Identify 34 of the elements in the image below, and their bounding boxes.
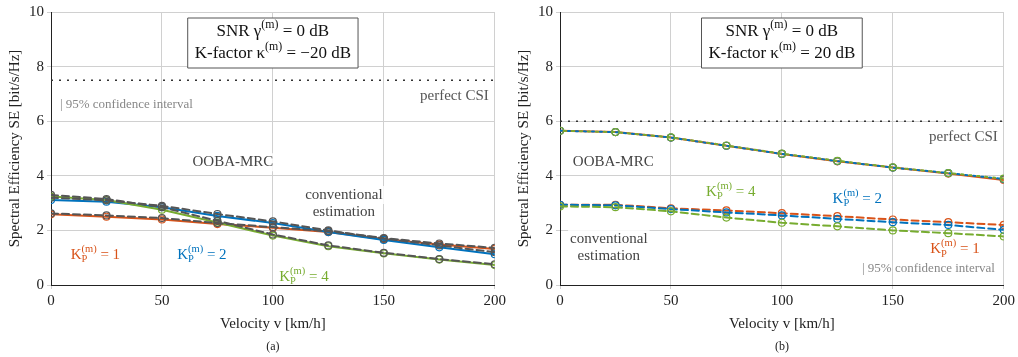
annotation: | 95% confidence interval: [861, 260, 996, 276]
y-axis-title: Spectral Efficiency SE [bit/s/Hz]: [5, 49, 22, 248]
y-tick-label: 2: [545, 221, 553, 238]
y-tick-label: 6: [545, 112, 554, 129]
ref-line-label: perfect CSI: [420, 87, 489, 104]
y-tick-label: 0: [545, 275, 553, 292]
y-axis-title: Spectral Efficiency SE [bit/s/Hz]: [514, 49, 531, 248]
x-tick-label: 150: [372, 291, 396, 308]
y-tick-label: 8: [36, 57, 44, 74]
annotation: conventional estimation: [570, 229, 648, 263]
x-tick-label: 200: [992, 291, 1015, 308]
y-tick-label: 4: [36, 166, 45, 183]
text: (a): [266, 339, 280, 354]
annotation: OOBA-MRC: [192, 153, 274, 170]
x-axis-title: Velocity v [km/h]: [219, 314, 326, 331]
y-tick-label: 8: [545, 57, 553, 74]
x-tick-label: 100: [261, 291, 285, 308]
annotation: conventional estimation: [305, 185, 383, 219]
x-tick-label: 50: [663, 291, 679, 308]
x-tick-label: 200: [483, 291, 506, 308]
y-tick-label: 2: [36, 221, 44, 238]
ref-line-label: perfect CSI: [929, 128, 998, 145]
x-tick-label: 150: [881, 291, 905, 308]
y-tick-label: 4: [545, 166, 554, 183]
text: (b): [774, 339, 789, 354]
y-tick-label: 0: [36, 275, 44, 292]
x-tick-label: 50: [154, 291, 170, 308]
annotation: OOBA-MRC: [572, 153, 654, 170]
y-tick-label: 6: [36, 112, 45, 129]
x-axis-title: Velocity v [km/h]: [728, 314, 835, 331]
x-tick-label: 100: [770, 291, 794, 308]
annotation: | 95% confidence interval: [59, 96, 194, 112]
y-tick-label: 10: [29, 2, 44, 19]
y-tick-label: 10: [538, 2, 553, 19]
